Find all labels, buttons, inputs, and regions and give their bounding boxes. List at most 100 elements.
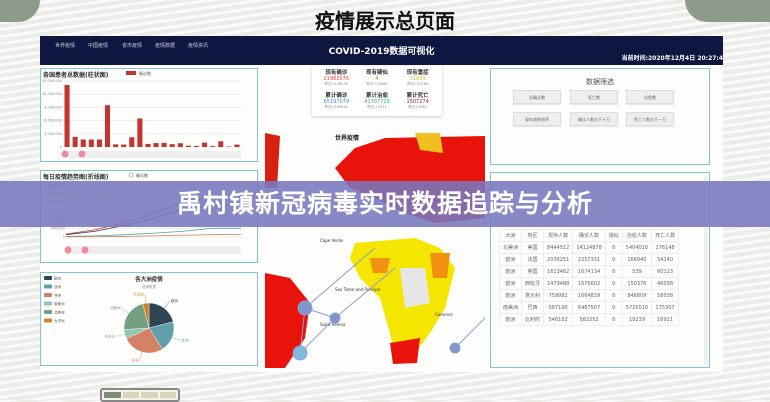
table-cell: 西班牙	[522, 278, 544, 290]
map-node	[298, 301, 312, 315]
bar	[186, 146, 191, 147]
table-header-row: 大洲地区现存人数确诊人数疑似治愈人数死亡人数	[500, 230, 679, 242]
current-time: 当前时间:2020年12月4日 20:27:4	[622, 53, 723, 62]
pie-chart-panel: 各大洲疫情疫情数据欧洲欧洲亚洲亚洲非洲非洲南美洲南美洲北美洲北美洲大洋洲大洋洲	[40, 272, 258, 366]
table-cell: 0	[605, 290, 622, 302]
table-cell: 2257331	[573, 254, 605, 266]
table-header: 确诊人数	[573, 230, 605, 242]
filter-confirmed-100k-button[interactable]: 确诊人数大于十万	[570, 112, 618, 126]
table-cell: 0	[605, 278, 622, 290]
legend-label: 大洋洲	[54, 318, 65, 323]
y-tick-label: 6,000,000	[44, 119, 62, 123]
stat-delta: 昨日-27971	[357, 105, 398, 110]
filter-cured-button[interactable]: 治愈数	[626, 90, 674, 104]
table-cell: 1674134	[573, 266, 605, 278]
table-cell: 276148	[652, 242, 679, 254]
legend-label: 亚洲	[54, 284, 61, 289]
pie-label-line	[145, 294, 146, 303]
table-cell: 539	[622, 266, 651, 278]
table-cell: 60113	[652, 266, 679, 278]
filter-total-confirmed-button[interactable]: 总确诊数	[513, 90, 561, 104]
legend-marker	[129, 173, 133, 177]
zoom-slider	[63, 151, 241, 158]
map-region-nigeria	[370, 258, 390, 273]
dashboard-title: COVID-2019数据可视化	[40, 44, 723, 57]
table-header: 治愈人数	[622, 230, 651, 242]
table-header: 死亡人数	[652, 230, 679, 242]
table-cell: 1479488	[544, 278, 573, 290]
table-cell: 0	[605, 266, 622, 278]
stat-delta: 昨日+2062	[397, 105, 438, 110]
bar	[218, 141, 223, 147]
table-cell: 法国	[522, 254, 544, 266]
legend-swatch	[44, 310, 52, 314]
table-cell: 0	[605, 314, 622, 326]
table-cell: 58038	[652, 290, 679, 302]
table-cell: 0	[605, 302, 622, 314]
bar	[154, 143, 159, 147]
world-map[interactable]: 世界疫情 Cape Verde Saint Helena Comoros Sao…	[265, 128, 485, 368]
table-cell: 欧洲	[500, 314, 522, 326]
stat-delta: 昨日+35685	[357, 82, 398, 87]
table-header: 现存人数	[544, 230, 573, 242]
pie-label-line	[116, 334, 125, 336]
table-cell: 0	[605, 242, 622, 254]
legend-swatch	[126, 71, 136, 75]
table-cell: 5725010	[622, 302, 651, 314]
bar	[97, 140, 102, 147]
pie-subtitle: 疫情数据	[142, 284, 156, 289]
bar	[89, 140, 94, 147]
table-cell: 1675602	[573, 278, 605, 290]
stat-label: 累计确诊	[316, 91, 357, 99]
y-tick-label: 9,000,000	[44, 105, 62, 109]
pie-label-line	[164, 301, 170, 308]
table-cell: 759982	[544, 290, 573, 302]
bar	[194, 146, 199, 147]
legend-swatch	[44, 276, 52, 280]
bar	[178, 143, 183, 147]
table-cell: 150376	[622, 278, 651, 290]
table-cell: 54140	[652, 254, 679, 266]
bar-chart: 确诊数03,000,0006,000,0009,000,00012,000,00…	[41, 69, 257, 161]
y-tick-label: 3,000,000	[44, 132, 62, 136]
table-cell: 0	[605, 254, 622, 266]
filter-sort-button[interactable]: 现存病例排序	[513, 112, 561, 126]
filter-title: 数据筛选	[491, 77, 709, 87]
table-cell: 巴西	[522, 302, 544, 314]
y-tick-label: 15,000,000	[42, 79, 62, 83]
stat-delta: 昨日+168542	[316, 105, 357, 110]
filter-deaths-button[interactable]: 死亡数	[570, 90, 618, 104]
map-region-ethiopia	[430, 253, 450, 278]
legend-label: 南美洲	[54, 301, 65, 306]
map-node	[450, 343, 460, 353]
bar	[170, 144, 175, 147]
legend-swatch	[44, 285, 52, 289]
bar	[202, 143, 207, 147]
pie-label: 大洋洲	[133, 291, 144, 296]
bar	[65, 85, 70, 147]
page-title: 疫情展示总页面	[0, 5, 770, 34]
stat-label: 现有重症	[397, 68, 438, 76]
table-cell: 14124878	[573, 242, 605, 254]
table-cell: 意大利	[522, 290, 544, 302]
legend-label: 非洲	[54, 293, 61, 298]
y-tick-label: 0	[60, 145, 62, 149]
table-header: 大洲	[500, 230, 522, 242]
map-title: 世界疫情	[335, 134, 359, 142]
table-cell: 16911	[652, 314, 679, 326]
pie-label-line	[121, 308, 128, 313]
slider-handle	[65, 247, 72, 254]
map-label: Saint Helena	[320, 322, 346, 327]
slider-handle	[82, 247, 89, 254]
y-tick-label: 12,000,000	[42, 92, 62, 96]
filter-deaths-10k-button[interactable]: 死亡人数大于一万	[626, 112, 674, 126]
slider-handle	[62, 151, 69, 158]
series-line	[66, 228, 241, 236]
